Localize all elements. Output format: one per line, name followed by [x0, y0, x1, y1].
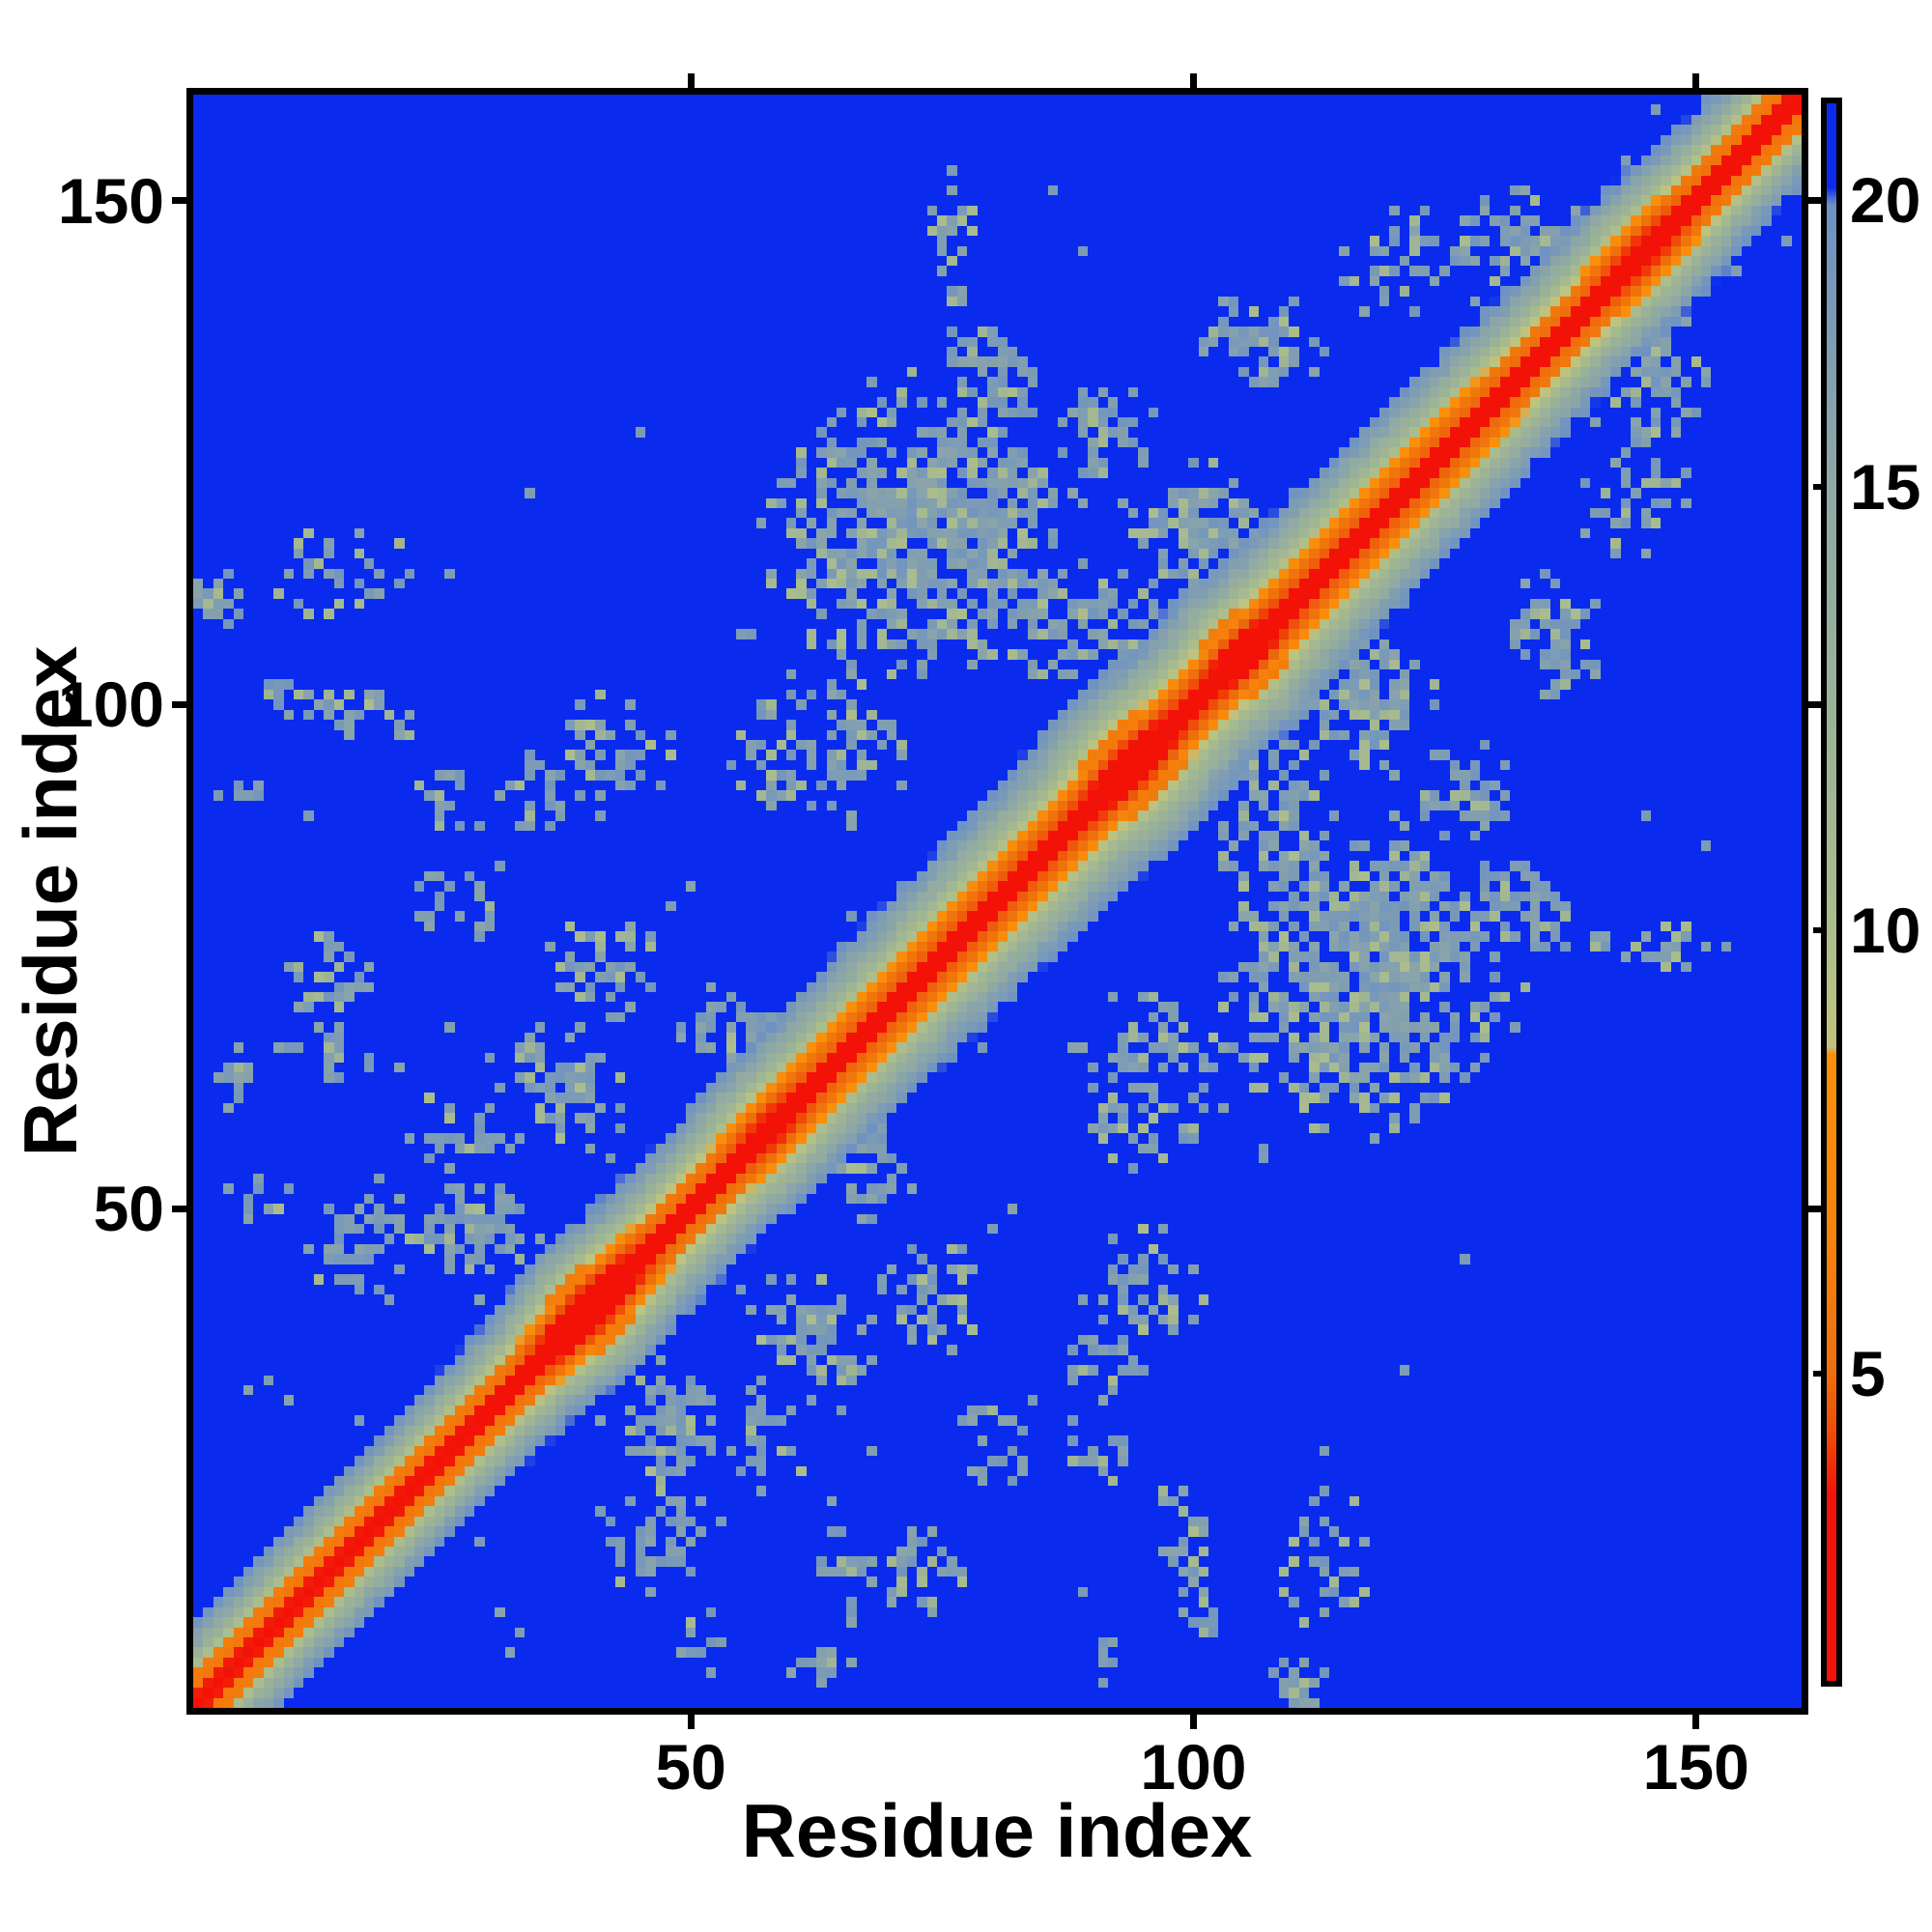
colorbar-tick-label: 5	[1850, 1337, 1886, 1409]
y-tick-label: 100	[57, 668, 164, 741]
colorbar-tick-label: 10	[1850, 894, 1921, 966]
y-tick-mark-right	[1808, 700, 1823, 708]
y-tick-label: 150	[57, 164, 164, 237]
colorbar-tick-mark	[1813, 483, 1825, 490]
x-axis-label: Residue index	[741, 1788, 1253, 1873]
y-tick-mark-right	[1808, 1205, 1823, 1212]
colorbar-tick-mark	[1813, 1370, 1825, 1377]
x-tick-mark-top	[1692, 73, 1700, 88]
x-tick-mark-bottom	[1189, 1715, 1197, 1729]
colorbar	[1821, 98, 1842, 1687]
x-tick-label: 100	[1140, 1731, 1247, 1803]
x-tick-label: 150	[1642, 1731, 1749, 1803]
plot-area	[186, 88, 1808, 1715]
x-tick-mark-top	[687, 73, 695, 88]
colorbar-tick-label: 15	[1850, 450, 1921, 523]
y-tick-mark-left	[172, 700, 186, 708]
colorbar-canvas	[1827, 103, 1836, 1681]
x-tick-mark-top	[1189, 73, 1197, 88]
colorbar-tick-label: 20	[1850, 163, 1921, 236]
y-tick-label: 50	[93, 1173, 164, 1245]
colorbar-tick-mark	[1813, 196, 1825, 203]
x-tick-label: 50	[655, 1731, 726, 1803]
x-tick-mark-bottom	[1692, 1715, 1700, 1729]
y-tick-mark-left	[172, 1205, 186, 1212]
colorbar-tick-mark	[1813, 926, 1825, 933]
x-tick-mark-bottom	[687, 1715, 695, 1729]
y-tick-mark-left	[172, 197, 186, 205]
heatmap-canvas	[193, 95, 1802, 1708]
